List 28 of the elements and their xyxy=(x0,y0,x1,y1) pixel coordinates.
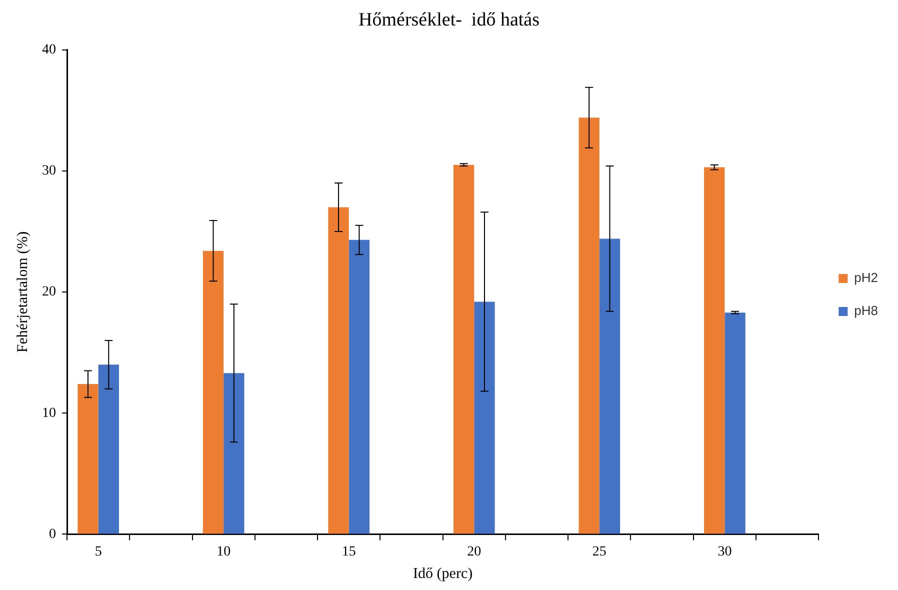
x-tick-label: 30 xyxy=(718,544,732,560)
bar xyxy=(328,207,349,534)
legend-label: pH2 xyxy=(854,270,878,286)
x-tick-label: 20 xyxy=(467,544,482,560)
bar xyxy=(474,302,495,534)
bar xyxy=(704,167,725,534)
y-tick-label: 30 xyxy=(42,164,56,179)
bar xyxy=(98,364,119,534)
bar xyxy=(348,240,370,534)
bar xyxy=(78,384,98,534)
x-tick-label: 5 xyxy=(94,544,102,560)
y-tick-label: 40 xyxy=(42,42,56,58)
x-tick-label: 10 xyxy=(216,544,231,560)
bar xyxy=(578,118,600,534)
bar xyxy=(224,373,244,534)
bar xyxy=(202,250,224,534)
x-tick-label: 15 xyxy=(342,544,356,560)
y-tick-label: 10 xyxy=(42,406,56,421)
y-tick-label: 20 xyxy=(42,284,56,300)
bar xyxy=(724,312,746,534)
bar xyxy=(453,164,474,534)
x-tick-label: 25 xyxy=(592,544,606,560)
legend-label: pH8 xyxy=(854,303,878,318)
y-axis-title: Fehérjetartalom (%) xyxy=(14,231,31,353)
chart-title: Hőmérséklet- idő hatás xyxy=(358,9,540,30)
x-axis-title: Idő (perc) xyxy=(413,566,473,582)
bar xyxy=(599,238,620,534)
y-tick-label: 0 xyxy=(49,526,56,542)
